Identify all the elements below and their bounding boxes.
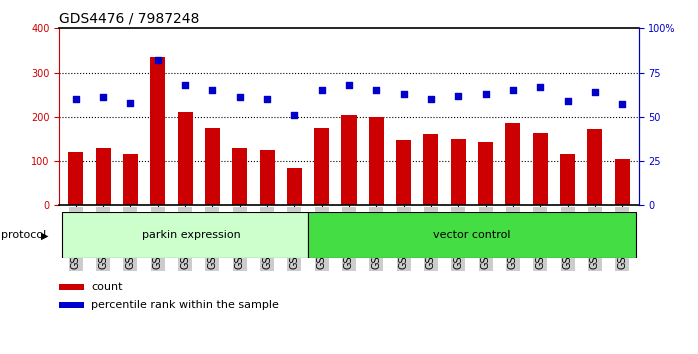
Bar: [232, 148, 247, 205]
Bar: [615, 159, 630, 205]
Text: ▶: ▶: [40, 230, 48, 240]
Point: [425, 96, 436, 102]
Point: [179, 82, 191, 88]
Point: [234, 95, 245, 100]
Bar: [287, 168, 302, 205]
Point: [535, 84, 546, 90]
Point: [343, 82, 355, 88]
Bar: [96, 148, 110, 205]
Bar: [478, 142, 493, 205]
Point: [617, 102, 628, 107]
Bar: [314, 128, 329, 205]
Bar: [588, 129, 602, 205]
Bar: [369, 117, 384, 205]
Point: [371, 87, 382, 93]
Text: percentile rank within the sample: percentile rank within the sample: [91, 300, 279, 310]
Bar: [560, 154, 575, 205]
Text: GDS4476 / 7987248: GDS4476 / 7987248: [59, 12, 200, 26]
Bar: [62, 212, 308, 258]
Point: [70, 96, 81, 102]
Bar: [205, 128, 220, 205]
Bar: [260, 150, 274, 205]
Text: count: count: [91, 282, 123, 292]
Point: [262, 96, 273, 102]
Bar: [308, 212, 636, 258]
Bar: [533, 133, 548, 205]
Bar: [341, 115, 357, 205]
Point: [480, 91, 491, 97]
Text: vector control: vector control: [433, 230, 511, 240]
Bar: [451, 139, 466, 205]
Bar: [177, 113, 193, 205]
Point: [289, 112, 300, 118]
Bar: [505, 124, 521, 205]
Bar: [424, 133, 438, 205]
Point: [562, 98, 573, 104]
Point: [398, 91, 409, 97]
Bar: [123, 154, 138, 205]
Bar: [68, 152, 83, 205]
Text: protocol: protocol: [1, 230, 46, 240]
Point: [453, 93, 464, 98]
Point: [98, 95, 109, 100]
Point: [316, 87, 327, 93]
Point: [207, 87, 218, 93]
Point: [125, 100, 136, 105]
Point: [507, 87, 519, 93]
Bar: [150, 57, 165, 205]
Point: [152, 57, 163, 63]
Point: [589, 89, 600, 95]
Text: parkin expression: parkin expression: [142, 230, 242, 240]
Bar: [396, 140, 411, 205]
